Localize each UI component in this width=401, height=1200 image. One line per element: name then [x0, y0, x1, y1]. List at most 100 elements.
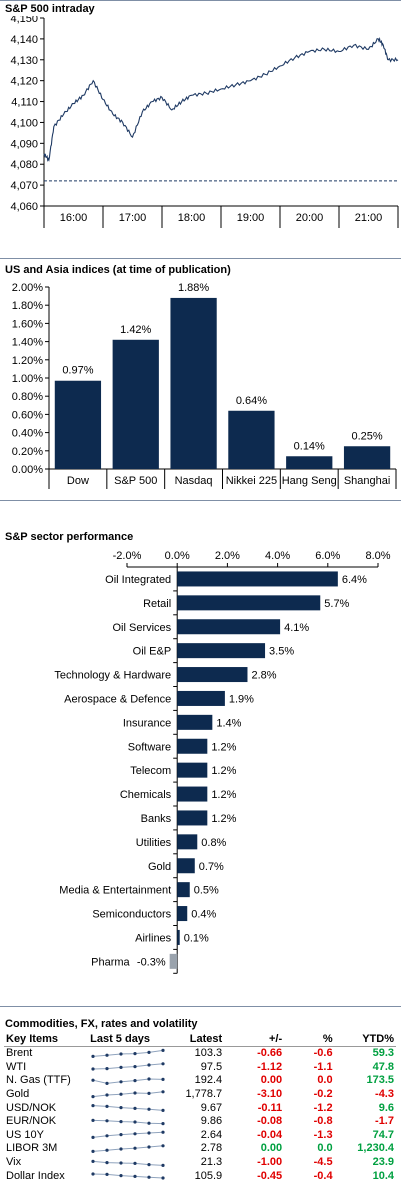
row-ytd: 9.6 [378, 1101, 394, 1114]
row-sparkline-cell [88, 1088, 172, 1102]
row-change: -0.45 [257, 1169, 283, 1182]
row-sparkline [91, 1077, 165, 1085]
header-last-5-days: Last 5 days [90, 1033, 151, 1045]
row-sparkline [91, 1130, 165, 1140]
us-asia-y-tick-label: 0.20% [12, 446, 43, 458]
row-pct: -0.8 [313, 1115, 333, 1128]
row-latest: 105.9 [194, 1169, 223, 1182]
header-pct: % [322, 1033, 333, 1045]
row-pct: 0.0 [317, 1074, 333, 1087]
row-change: 0.00 [260, 1142, 283, 1155]
sparkline-point [133, 1078, 137, 1083]
row-sparkline [91, 1159, 165, 1167]
sparkline-line [93, 1145, 164, 1152]
row-item-name: Gold [6, 1088, 30, 1101]
us-asia-category-label: Nasdaq [175, 475, 213, 487]
sparkline-point [161, 1077, 165, 1081]
sparkline-point [147, 1077, 151, 1081]
intraday-chart: 4,150 4,140 4,130 4,120 4,110 4,100 4,090 4,080… [10, 16, 399, 228]
table-row: EUR/NOK 9.86 -0.08 -0.8 -1.7 [4, 1115, 396, 1129]
table-row: Gold 1,778.7 -3.10 -0.2 -4.3 [4, 1088, 396, 1102]
sector-category-label: Insurance [123, 717, 171, 729]
intraday-x-tick-label: 20:00 [296, 212, 324, 224]
key-items-panel: Commodities, FX, rates and volatility Ke… [0, 1007, 401, 1200]
us-asia-y-tick-label: 0.60% [12, 409, 43, 421]
intraday-y-tick-label: 4,060 [10, 201, 38, 213]
sparkline-point [161, 1062, 165, 1066]
sparkline-point [147, 1145, 151, 1149]
us-asia-bar-label: 0.97% [62, 365, 93, 377]
row-sparkline-cell [88, 1047, 172, 1061]
sector-bar [177, 858, 195, 874]
sparkline-line [93, 1119, 164, 1124]
row-sparkline [91, 1048, 165, 1058]
row-item-name: Brent [6, 1047, 33, 1060]
us-asia-bar [54, 380, 102, 469]
sparkline-point [91, 1136, 95, 1140]
sector-bar-label: 4.1% [284, 622, 309, 634]
intraday-y-tick-label: 4,080 [10, 159, 38, 171]
row-latest: 97.5 [200, 1060, 223, 1073]
row-sparkline-cell [88, 1142, 172, 1156]
sparkline-point [161, 1108, 165, 1113]
sparkline-point [147, 1107, 151, 1111]
sparkline-point [133, 1106, 137, 1111]
sector-bar [177, 786, 208, 802]
sparkline-point [133, 1161, 137, 1165]
sparkline-point [119, 1119, 123, 1123]
us-asia-y-tick-label: 0.40% [12, 428, 43, 440]
row-change: -1.00 [257, 1156, 283, 1169]
row-sparkline-cell [88, 1061, 172, 1075]
sector-category-label: Chemicals [120, 789, 172, 801]
sector-bar-label: -0.3% [137, 956, 166, 968]
sparkline-point [147, 1175, 151, 1179]
sector-bar-label: 0.1% [184, 932, 209, 944]
us-asia-bar [170, 297, 217, 469]
sector-bar-label: 0.8% [201, 837, 226, 849]
table-row: Dollar Index 105.9 -0.45 -0.4 10.4 [4, 1169, 396, 1183]
intraday-y-tick-label: 4,110 [11, 97, 38, 109]
sector-category-label: Gold [148, 861, 171, 873]
sparkline-point [119, 1106, 123, 1110]
sector-chart: -2.0% 0.0% 2.0% 4.0% 6.0% 8.0% Oil Integrated 6… [54, 550, 391, 974]
us-asia-category-label: Nikkei 225 [226, 475, 277, 487]
row-latest: 9.67 [200, 1101, 223, 1114]
top-rule [0, 0, 401, 1]
sparkline-point [147, 1162, 151, 1166]
row-sparkline-cell [88, 1156, 172, 1170]
row-sparkline [91, 1118, 165, 1125]
us-asia-category-label: Hang Seng [282, 475, 337, 487]
sector-bar [177, 738, 208, 754]
sector-bar-label: 1.9% [229, 693, 254, 705]
us-asia-bar [228, 410, 275, 469]
row-pct: -4.5 [313, 1156, 333, 1169]
us-asia-y-tick-label: 1.60% [12, 318, 43, 330]
sector-bar [177, 906, 188, 922]
us-asia-y-tick-label: 1.40% [12, 337, 43, 349]
sparkline-point [147, 1050, 151, 1054]
sparkline-point [133, 1132, 137, 1136]
sparkline-point [91, 1149, 95, 1153]
sparkline-point [147, 1063, 151, 1067]
sparkline-point [133, 1146, 137, 1150]
intraday-y-tick-label: 4,130 [10, 55, 38, 67]
row-pct: -1.3 [313, 1128, 333, 1141]
intraday-series-line [43, 36, 399, 162]
us-asia-y-tick-label: 0.00% [12, 464, 43, 476]
table-row: WTI 97.5 -1.12 -1.1 47.8 [4, 1061, 396, 1075]
table-row: USD/NOK 9.67 -0.11 -1.2 9.6 [4, 1101, 396, 1115]
row-ytd: 173.5 [366, 1074, 394, 1087]
us-asia-bar-label: 1.88% [178, 282, 209, 294]
row-sparkline-cell [88, 1115, 172, 1129]
sparkline-point [105, 1172, 109, 1177]
sector-category-label: Utilities [136, 837, 172, 849]
sector-panel: S&P sector performance -2.0% 0.0% 2.0% 4.0%… [0, 501, 401, 991]
key-items-table: Key Items Last 5 days Latest +/- % YTD% … [4, 1032, 396, 1183]
sparkline-point [105, 1148, 109, 1152]
us-asia-bar [112, 339, 159, 469]
header-change: +/- [269, 1033, 283, 1045]
row-pct: -0.4 [313, 1169, 333, 1182]
row-pct: -0.2 [313, 1088, 333, 1101]
us-asia-category-label: S&P 500 [114, 475, 157, 487]
sector-bar-label: 5.7% [324, 598, 349, 610]
